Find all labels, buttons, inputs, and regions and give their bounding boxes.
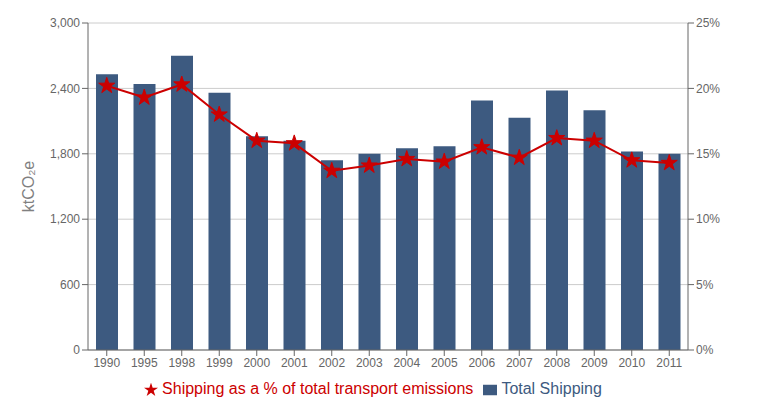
- svg-text:0: 0: [73, 343, 80, 357]
- svg-text:ktCO₂e: ktCO₂e: [20, 161, 37, 213]
- svg-text:2,400: 2,400: [50, 82, 80, 96]
- svg-text:1999: 1999: [206, 356, 233, 370]
- svg-text:3,000: 3,000: [50, 16, 80, 30]
- svg-text:2006: 2006: [468, 356, 495, 370]
- html-text:Shipping as a % of total trans: Shipping as a % of total transport emiss…: [162, 380, 474, 397]
- svg-text:20%: 20%: [696, 82, 720, 96]
- svg-text:1990: 1990: [93, 356, 120, 370]
- svg-text:2003: 2003: [356, 356, 383, 370]
- svg-text:2009: 2009: [581, 356, 608, 370]
- svg-text:10%: 10%: [696, 212, 720, 226]
- svg-text:15%: 15%: [696, 147, 720, 161]
- svg-text:600: 600: [60, 278, 80, 292]
- svg-text:2001: 2001: [281, 356, 308, 370]
- svg-text:2008: 2008: [543, 356, 570, 370]
- svg-text:2007: 2007: [506, 356, 533, 370]
- svg-text:1995: 1995: [131, 356, 158, 370]
- html-text:Total Shipping: Total Shipping: [501, 380, 602, 397]
- svg-text:2011: 2011: [656, 356, 682, 370]
- svg-text:5%: 5%: [696, 278, 714, 292]
- svg-text:1998: 1998: [168, 356, 195, 370]
- svg-text:1,800: 1,800: [50, 147, 80, 161]
- svg-text:2000: 2000: [243, 356, 270, 370]
- svg-text:2002: 2002: [318, 356, 345, 370]
- svg-text:25%: 25%: [696, 16, 720, 30]
- svg-text:2010: 2010: [618, 356, 645, 370]
- svg-text:1,200: 1,200: [50, 212, 80, 226]
- svg-text:0%: 0%: [696, 343, 714, 357]
- svg-text:2004: 2004: [393, 356, 420, 370]
- svg-text:2005: 2005: [431, 356, 458, 370]
